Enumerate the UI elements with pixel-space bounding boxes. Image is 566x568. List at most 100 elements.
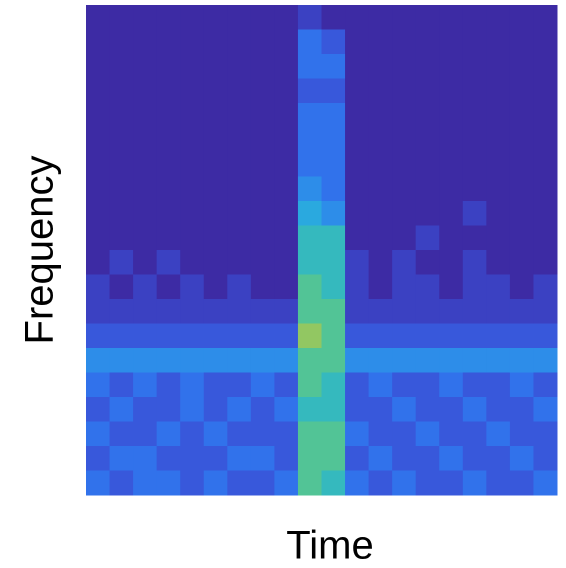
cell [321,29,346,55]
cell [274,446,299,471]
cell [533,446,558,471]
cell [203,397,228,422]
cell [250,470,275,496]
cell [203,54,228,79]
cell [345,323,370,349]
cell [203,103,228,128]
cell [321,470,346,496]
cell [133,176,158,202]
cell [345,299,370,324]
cell [439,201,464,226]
cell [86,103,111,128]
cell [321,397,346,422]
cell [462,274,487,300]
cell [156,348,181,373]
cell [250,323,275,349]
cell [439,176,464,202]
cell [297,323,322,349]
cell [392,127,417,153]
cell [486,323,511,349]
cell [274,250,299,275]
cell [486,421,511,447]
cell [86,250,111,275]
cell [180,348,205,373]
cell [533,225,558,251]
cell [203,323,228,349]
cell [250,201,275,226]
cell [227,5,252,30]
cell [297,5,322,30]
cell [250,348,275,373]
cell [462,54,487,79]
cell [180,5,205,30]
cell [321,348,346,373]
cell [509,421,534,447]
cell [109,54,134,79]
cell [156,225,181,251]
cell [297,274,322,300]
cell [133,250,158,275]
cell [392,397,417,422]
cell [109,397,134,422]
cell [227,323,252,349]
cell [462,299,487,324]
cell [86,470,111,496]
cell [368,5,393,30]
cell [274,152,299,177]
cell [462,78,487,104]
cell [486,372,511,398]
cell [227,250,252,275]
cell [297,250,322,275]
cell [297,446,322,471]
cell [274,29,299,55]
cell [227,446,252,471]
cell [109,274,134,300]
cell [486,348,511,373]
cell [321,176,346,202]
cell [109,5,134,30]
cell [109,348,134,373]
cell [86,78,111,104]
cell [415,176,440,202]
cell [415,78,440,104]
cell [156,176,181,202]
cell [345,225,370,251]
cell [109,470,134,496]
cell [156,372,181,398]
cell [180,421,205,447]
cell [368,103,393,128]
cell [133,323,158,349]
cell [250,372,275,398]
cell [533,299,558,324]
cell [462,176,487,202]
cell [156,78,181,104]
cell [156,127,181,153]
cell [203,5,228,30]
cell [345,421,370,447]
cell [533,176,558,202]
cell [86,274,111,300]
cell [415,348,440,373]
cell [533,250,558,275]
cell [439,103,464,128]
cell [86,446,111,471]
cell [109,78,134,104]
cell [462,29,487,55]
cell [439,78,464,104]
cell [203,274,228,300]
cell [415,5,440,30]
cell [227,152,252,177]
cell [133,225,158,251]
cell [156,103,181,128]
cell [227,470,252,496]
cell [180,29,205,55]
cell [462,103,487,128]
cell [368,348,393,373]
cell [486,397,511,422]
cell [297,103,322,128]
cell [227,274,252,300]
cell [415,274,440,300]
cell [462,250,487,275]
cell [109,250,134,275]
